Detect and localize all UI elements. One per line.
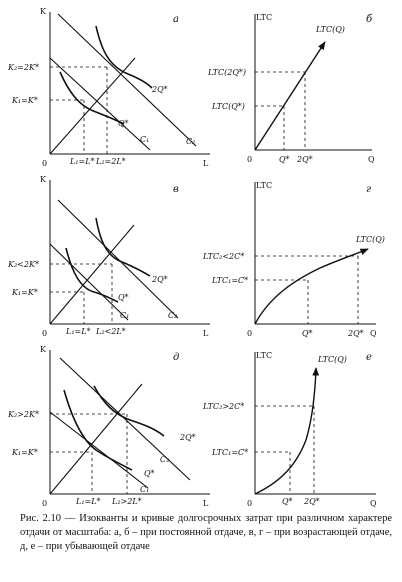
panel-d-origin: 0 bbox=[42, 499, 47, 508]
panel-b-q-axis-label: Q bbox=[368, 155, 375, 164]
figure-caption: Рис. 2.10 — Изокванты и кривые долгосроч… bbox=[20, 513, 392, 552]
panel-a-isocost-c1 bbox=[49, 57, 151, 151]
panel-a-tick-l2: L₂=2L* bbox=[95, 157, 126, 166]
panel-v-tick-l2: L₂<2L* bbox=[95, 327, 126, 336]
panel-e-cost bbox=[254, 352, 376, 495]
panel-d-isoquant-q-label: Q* bbox=[144, 469, 155, 478]
panel-e-tick-y-lower: LTC₁=C* bbox=[211, 448, 248, 457]
panel-a-l-label: L bbox=[203, 159, 209, 168]
panel-g-curve-label: LTC(Q) bbox=[355, 235, 385, 244]
panel-b-origin: 0 bbox=[247, 155, 252, 164]
panel-a-isocost-c2 bbox=[57, 13, 197, 147]
panel-a-isoquant-2q bbox=[95, 25, 153, 89]
panel-a-k-label: K bbox=[40, 7, 47, 16]
panel-b-tick-x2: 2Q* bbox=[296, 155, 313, 164]
panel-e-curve-label: LTC(Q) bbox=[317, 355, 347, 364]
panel-e-guides bbox=[255, 405, 315, 494]
panel-e-tick-x2: 2Q* bbox=[303, 497, 320, 506]
panel-d-k-label: K bbox=[40, 345, 47, 354]
panel-b-cost bbox=[254, 14, 372, 151]
panel-b-ltc-line bbox=[254, 41, 326, 151]
panel-v-isoquant-2q bbox=[95, 217, 151, 277]
panel-d-isoquants bbox=[49, 350, 210, 495]
panel-d-isoquant-2q bbox=[93, 385, 165, 437]
panel-g-letter: г bbox=[366, 184, 371, 195]
figure-returns-to-scale: K L 0 a K₂=2K* K₁=K* L₁=L* L₂=2L* 2Q* Q*… bbox=[7, 7, 385, 508]
panel-a-isoquant-q bbox=[59, 71, 125, 125]
panel-e-ltc-curve bbox=[254, 367, 320, 495]
panel-d-isocost-c1 bbox=[49, 411, 149, 489]
panel-v-l-label: L bbox=[203, 329, 209, 338]
panel-e-tick-x1: Q* bbox=[282, 497, 293, 506]
panel-v-isocost-c2 bbox=[57, 199, 179, 319]
panel-v-c2-label: C₂ bbox=[168, 311, 177, 320]
panel-v-k-label: K bbox=[40, 175, 47, 184]
panel-a-guides bbox=[50, 66, 108, 154]
panel-v-isoquant-2q-label: 2Q* bbox=[151, 275, 168, 284]
panel-d-l-label: L bbox=[203, 499, 209, 508]
panel-g-tick-y-lower: LTC₁=C* bbox=[211, 276, 248, 285]
panel-d-tick-k2: K₂>2K* bbox=[7, 410, 39, 419]
panel-e-ltc-axis-label: LTC bbox=[256, 351, 272, 360]
panel-v-isoquant-q-label: Q* bbox=[118, 293, 129, 302]
panel-d-tick-l1: L₁=L* bbox=[75, 497, 101, 506]
panel-g-q-axis-label: Q bbox=[370, 329, 377, 338]
panel-g-tick-x2: 2Q* bbox=[347, 329, 364, 338]
panel-g-ltc-curve bbox=[254, 248, 369, 325]
panel-v-isoquant-q bbox=[65, 247, 119, 303]
panel-g-guides bbox=[255, 255, 359, 324]
panel-a-expansion-ray bbox=[49, 57, 136, 155]
panel-e-letter: е bbox=[366, 352, 372, 363]
panel-a-c2-label: C₂ bbox=[186, 137, 195, 146]
panel-d-tick-k1: K₁=K* bbox=[11, 448, 38, 457]
panel-v-tick-l1: L₁=L* bbox=[65, 327, 91, 336]
panel-b-guides bbox=[255, 71, 306, 150]
panel-d-tick-l2: L₂>2L* bbox=[111, 497, 142, 506]
panel-d-c2-label: C₂ bbox=[160, 455, 169, 464]
panel-d-guides bbox=[50, 413, 128, 494]
panel-b-letter: б bbox=[366, 14, 373, 25]
panel-g-tick-y-upper: LTC₂<2C* bbox=[202, 252, 244, 261]
panel-v-tick-k2: K₂<2K* bbox=[7, 260, 39, 269]
panel-v-expansion-ray bbox=[49, 224, 135, 325]
panel-e-q-axis-label: Q bbox=[370, 499, 377, 508]
panel-g-origin: 0 bbox=[247, 329, 252, 338]
panel-d-expansion-ray bbox=[49, 383, 143, 495]
panel-b-tick-y-lower: LTC(Q*) bbox=[211, 102, 245, 111]
panel-d-letter: д bbox=[173, 352, 179, 363]
panel-b-ltc-axis-label: LTC bbox=[256, 13, 272, 22]
panel-e-origin: 0 bbox=[247, 499, 252, 508]
panel-a-c1-label: C₁ bbox=[140, 135, 149, 144]
panel-a-tick-l1: L₁=L* bbox=[69, 157, 95, 166]
panel-v-c1-label: C₁ bbox=[120, 311, 129, 320]
panel-a-origin: 0 bbox=[42, 159, 47, 168]
panel-v-isoquants bbox=[49, 180, 210, 325]
panel-v-guides bbox=[50, 263, 113, 324]
panel-a-isoquants bbox=[49, 12, 210, 155]
panel-a-isoquant-q-label: Q* bbox=[118, 119, 129, 128]
panel-d-isoquant-q bbox=[63, 389, 133, 471]
panel-v-tick-k1: K₁=K* bbox=[11, 288, 38, 297]
panel-a-isoquant-2q-label: 2Q* bbox=[151, 85, 168, 94]
panel-g-tick-x1: Q* bbox=[302, 329, 313, 338]
panel-b-curve-label: LTC(Q) bbox=[315, 25, 345, 34]
panel-a-letter: a bbox=[173, 14, 179, 25]
panel-b-tick-y-upper: LTC(2Q*) bbox=[207, 68, 246, 77]
panel-b-tick-x1: Q* bbox=[279, 155, 290, 164]
panel-g-cost bbox=[254, 182, 376, 325]
panel-d-isoquant-2q-label: 2Q* bbox=[179, 433, 196, 442]
panel-g-ltc-axis-label: LTC bbox=[256, 181, 272, 190]
panel-a-tick-k1: K₁=K* bbox=[11, 96, 38, 105]
panel-v-isocost-c1 bbox=[49, 243, 129, 321]
panel-v-letter: в bbox=[173, 184, 179, 195]
panel-v-origin: 0 bbox=[42, 329, 47, 338]
panel-e-tick-y-upper: LTC₂>2C* bbox=[202, 402, 244, 411]
panel-d-c1-label: C₁ bbox=[140, 485, 149, 494]
panel-d-isocost-c2 bbox=[59, 357, 191, 481]
panel-a-tick-k2: K₂=2K* bbox=[7, 63, 39, 72]
